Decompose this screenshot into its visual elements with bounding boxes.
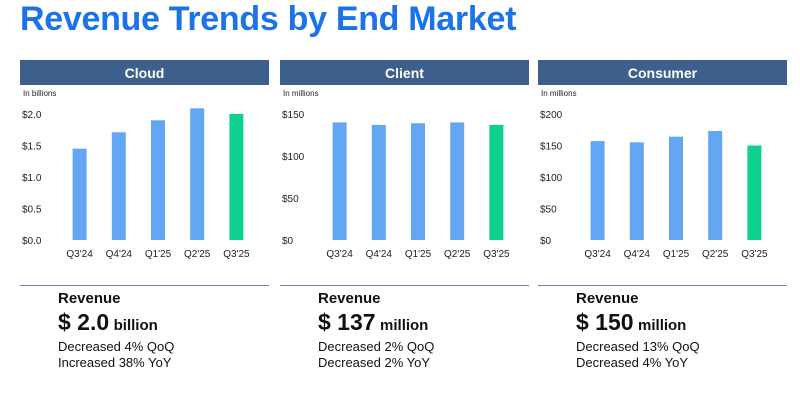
x-tick-label: Q1'25 [405, 249, 432, 260]
summary-value-row: $ 137 million [318, 309, 434, 339]
summary-label: Revenue [318, 290, 381, 307]
x-tick-label: Q4'24 [366, 249, 393, 260]
y-tick-label: $0.0 [22, 236, 42, 247]
summary-unit: billion [113, 317, 158, 334]
chart-consumer: In millions $0 $50 $100 $150 $200 Q3'24 Q4'24 Q1… [540, 89, 768, 260]
summary-qoq: Decreased 2% QoQ [318, 339, 435, 354]
x-tick-label: Q1'25 [145, 249, 172, 260]
summary-unit: million [638, 317, 687, 334]
summary-yoy: Increased 38% YoY [58, 355, 172, 370]
y-tick-label: $2.0 [22, 110, 42, 121]
summary-value: $ 137 [318, 309, 376, 335]
bar [708, 131, 723, 240]
panel-cloud: Cloud In billions $0.0 $0.5 $1.0 $1.5 $2.0 Q3'… [20, 60, 269, 285]
summary-unit: million [380, 317, 429, 334]
bar [450, 122, 465, 240]
y-tick-label: $200 [540, 110, 563, 121]
summary-value: $ 2.0 [58, 309, 110, 335]
x-tick-label: Q2'25 [444, 249, 471, 260]
y-tick-label: $0 [540, 236, 552, 247]
panel-client: Client In millions $0 $50 $100 $150 Q3'24 Q4'2… [280, 60, 529, 285]
y-tick-label: $100 [540, 173, 563, 184]
panel-header-cloud: Cloud [20, 60, 269, 85]
x-tick-label: Q3'25 [483, 249, 510, 260]
bar [411, 123, 425, 240]
bar [629, 142, 644, 240]
x-tick-label: Q3'25 [223, 249, 250, 260]
summary-yoy: Decreased 4% YoY [576, 355, 689, 370]
unit-note: In millions [283, 89, 319, 98]
unit-note: In billions [23, 89, 56, 98]
bar [72, 148, 87, 240]
y-tick-label: $1.0 [22, 173, 42, 184]
x-tick-label: Q3'24 [66, 249, 93, 260]
summary-value: $ 150 [576, 309, 634, 335]
panel-header-consumer: Consumer [538, 60, 787, 85]
x-tick-label: Q2'25 [702, 249, 729, 260]
y-tick-label: $1.5 [22, 142, 42, 153]
y-tick-label: $150 [282, 110, 305, 121]
bar [489, 124, 504, 240]
y-tick-label: $50 [282, 194, 299, 205]
y-tick-label: $50 [540, 205, 557, 216]
y-tick-label: $100 [282, 152, 305, 163]
x-tick-label: Q3'24 [326, 249, 353, 260]
panel-divider [538, 285, 787, 286]
panel-divider [280, 285, 529, 286]
y-tick-label: $0.5 [22, 205, 42, 216]
summary-consumer: Revenue $ 150 million Decreased 13% QoQ … [576, 290, 700, 371]
summary-yoy: Decreased 2% YoY [318, 355, 431, 370]
x-tick-label: Q3'25 [741, 249, 768, 260]
bar [111, 132, 126, 240]
summary-label: Revenue [58, 290, 121, 307]
chart-client: In millions $0 $50 $100 $150 Q3'24 Q4'24 Q1'25 Q… [282, 89, 510, 260]
summary-label: Revenue [576, 290, 639, 307]
panel-consumer: Consumer In millions $0 $50 $100 $150 $200 Q3'… [538, 60, 787, 285]
bar [590, 141, 605, 240]
summary-qoq: Decreased 4% QoQ [58, 339, 175, 354]
page-title: Revenue Trends by End Market [20, 0, 517, 38]
summary-cloud: Revenue $ 2.0 billion Decreased 4% QoQ I… [58, 290, 174, 371]
x-tick-label: Q2'25 [184, 249, 211, 260]
unit-note: In millions [541, 89, 577, 98]
bar [669, 136, 683, 240]
bar [151, 120, 165, 240]
y-tick-label: $0 [282, 236, 294, 247]
panel-divider [20, 285, 269, 286]
bar [747, 145, 762, 240]
summary-client: Revenue $ 137 million Decreased 2% QoQ D… [318, 290, 434, 371]
x-tick-label: Q4'24 [624, 249, 651, 260]
bar [371, 124, 386, 240]
summary-value-row: $ 2.0 billion [58, 309, 174, 339]
summary-qoq: Decreased 13% QoQ [576, 339, 700, 354]
bar [332, 122, 347, 240]
bar [229, 114, 244, 240]
x-tick-label: Q4'24 [106, 249, 133, 260]
chart-cloud: In billions $0.0 $0.5 $1.0 $1.5 $2.0 Q3'24 Q4'2… [22, 89, 250, 260]
bar [190, 108, 205, 240]
x-tick-label: Q3'24 [584, 249, 611, 260]
x-tick-label: Q1'25 [663, 249, 690, 260]
y-tick-label: $150 [540, 142, 563, 153]
panel-header-client: Client [280, 60, 529, 85]
summary-value-row: $ 150 million [576, 309, 700, 339]
